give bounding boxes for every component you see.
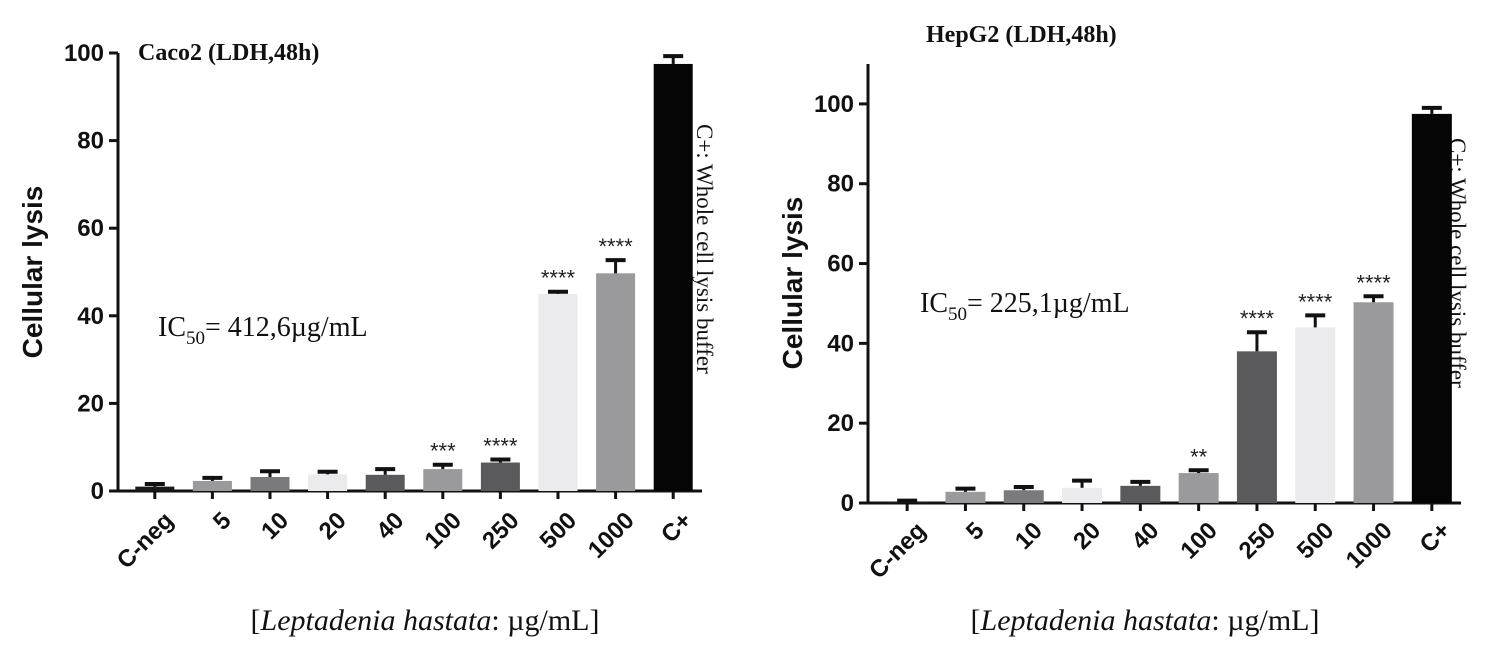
- bar-10: [1003, 490, 1044, 503]
- bar-C+: [653, 63, 693, 491]
- y-tick-label: 60: [827, 251, 854, 278]
- bar-100: [1178, 473, 1219, 503]
- ic50-subscript: 50: [186, 328, 205, 349]
- ic50-subscript: 50: [948, 304, 967, 325]
- significance-250: ****: [1240, 306, 1275, 331]
- significance-100: **: [1190, 444, 1208, 469]
- x-tick-label-20: 20: [1068, 517, 1106, 555]
- caco2-chart-panel: Caco2 (LDH,48h) Cellular lysis IC50= 412…: [17, 40, 717, 637]
- bar-5: [945, 491, 986, 503]
- bar-500: [538, 293, 578, 491]
- x-tick-label-20: 20: [314, 507, 352, 545]
- x-tick-label-1000: 1000: [1341, 517, 1398, 574]
- x-tick-label-C-neg: C-neg: [112, 507, 179, 574]
- bar-20: [308, 474, 348, 491]
- x-axis-label-unit: : µg/mL]: [1211, 604, 1319, 637]
- x-axis-label-open: [: [971, 604, 981, 637]
- y-tick-label: 20: [77, 390, 104, 417]
- x-axis-label-species: Leptadenia hastata: [260, 604, 492, 637]
- y-tick-label: 100: [814, 91, 854, 118]
- significance-100: ***: [430, 439, 456, 464]
- x-tick-label-250: 250: [477, 507, 524, 554]
- x-tick-label-10: 10: [1010, 517, 1048, 555]
- chart-title: Caco2 (LDH,48h): [138, 40, 319, 66]
- y-tick-label: 60: [77, 215, 104, 242]
- bar-250: [1236, 351, 1277, 503]
- x-tick-label-C+: C+: [656, 507, 697, 548]
- bar-C+: [1411, 113, 1452, 504]
- x-tick-label-250: 250: [1234, 517, 1281, 564]
- positive-control-note: C+: Whole cell lysis buffer: [692, 124, 717, 374]
- x-tick-label-100: 100: [420, 507, 467, 554]
- bar-10: [250, 476, 290, 491]
- hepg2-chart: HepG2 (LDH,48h) Cellular lysis IC50= 225…: [777, 22, 1470, 637]
- x-axis-label-species: Leptadenia hastata: [980, 604, 1212, 637]
- x-tick-label-500: 500: [535, 507, 582, 554]
- caco2-chart: Caco2 (LDH,48h) Cellular lysis IC50= 412…: [17, 40, 717, 637]
- y-tick-label: 80: [827, 171, 854, 198]
- ic50-annotation: IC50= 225,1µg/mL: [920, 288, 1130, 325]
- ic50-value: = 225,1µg/mL: [967, 288, 1130, 319]
- y-tick-label: 0: [841, 490, 854, 517]
- significance-500: ****: [1298, 289, 1333, 314]
- bar-5: [192, 480, 232, 491]
- significance-1000: ****: [1356, 270, 1391, 295]
- y-axis-label: Cellular lysis: [777, 197, 808, 370]
- bar-100: [423, 469, 463, 491]
- x-axis-label: [Leptadenia hastata: µg/mL]: [251, 604, 600, 637]
- y-tick-label: 40: [827, 330, 854, 357]
- x-tick-label-40: 40: [371, 507, 409, 545]
- hepg2-chart-panel: HepG2 (LDH,48h) Cellular lysis IC50= 225…: [750, 0, 1500, 652]
- significance-500: ****: [541, 266, 576, 291]
- ic50-prefix: IC: [158, 312, 186, 343]
- y-tick-label: 40: [77, 303, 104, 330]
- x-tick-label-C-neg: C-neg: [864, 517, 931, 584]
- x-tick-label-40: 40: [1126, 517, 1164, 555]
- x-axis-label: [Leptadenia hastata: µg/mL]: [971, 604, 1320, 637]
- x-tick-label-C+: C+: [1415, 517, 1456, 558]
- x-tick-label-100: 100: [1175, 517, 1222, 564]
- bar-1000: [596, 273, 636, 491]
- x-tick-label-1000: 1000: [583, 507, 640, 564]
- significance-250: ****: [483, 433, 518, 458]
- ic50-annotation: IC50= 412,6µg/mL: [158, 312, 368, 349]
- y-axis-label: Cellular lysis: [17, 186, 48, 359]
- significance-1000: ****: [598, 234, 633, 259]
- bar-1000: [1353, 302, 1394, 503]
- chart-title: HepG2 (LDH,48h): [926, 22, 1117, 48]
- y-tick-label: 0: [91, 478, 104, 505]
- ic50-prefix: IC: [920, 288, 948, 319]
- x-tick-label-5: 5: [208, 507, 237, 536]
- bar-20: [1062, 487, 1103, 503]
- bar-500: [1295, 327, 1336, 503]
- y-tick-label: 100: [64, 40, 104, 67]
- x-axis-label-unit: : µg/mL]: [491, 604, 599, 637]
- bar-C-neg: [135, 486, 175, 491]
- bar-250: [480, 462, 520, 491]
- bar-40: [365, 474, 405, 491]
- ic50-value: = 412,6µg/mL: [205, 312, 368, 343]
- y-tick-label: 80: [77, 128, 104, 155]
- x-tick-label-5: 5: [961, 517, 990, 546]
- x-tick-label-10: 10: [256, 507, 294, 545]
- x-tick-label-500: 500: [1292, 517, 1339, 564]
- bar-40: [1120, 485, 1161, 503]
- x-axis-label-open: [: [251, 604, 261, 637]
- y-tick-label: 20: [827, 410, 854, 437]
